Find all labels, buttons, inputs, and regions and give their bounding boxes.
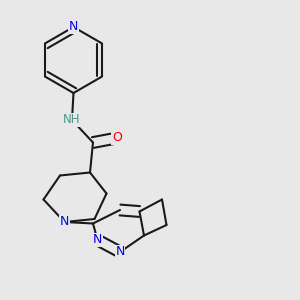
Text: O: O bbox=[112, 131, 122, 145]
Text: N: N bbox=[93, 233, 102, 247]
Text: N: N bbox=[60, 215, 69, 229]
Text: NH: NH bbox=[63, 113, 81, 127]
Text: N: N bbox=[69, 20, 78, 34]
Text: N: N bbox=[115, 245, 125, 259]
